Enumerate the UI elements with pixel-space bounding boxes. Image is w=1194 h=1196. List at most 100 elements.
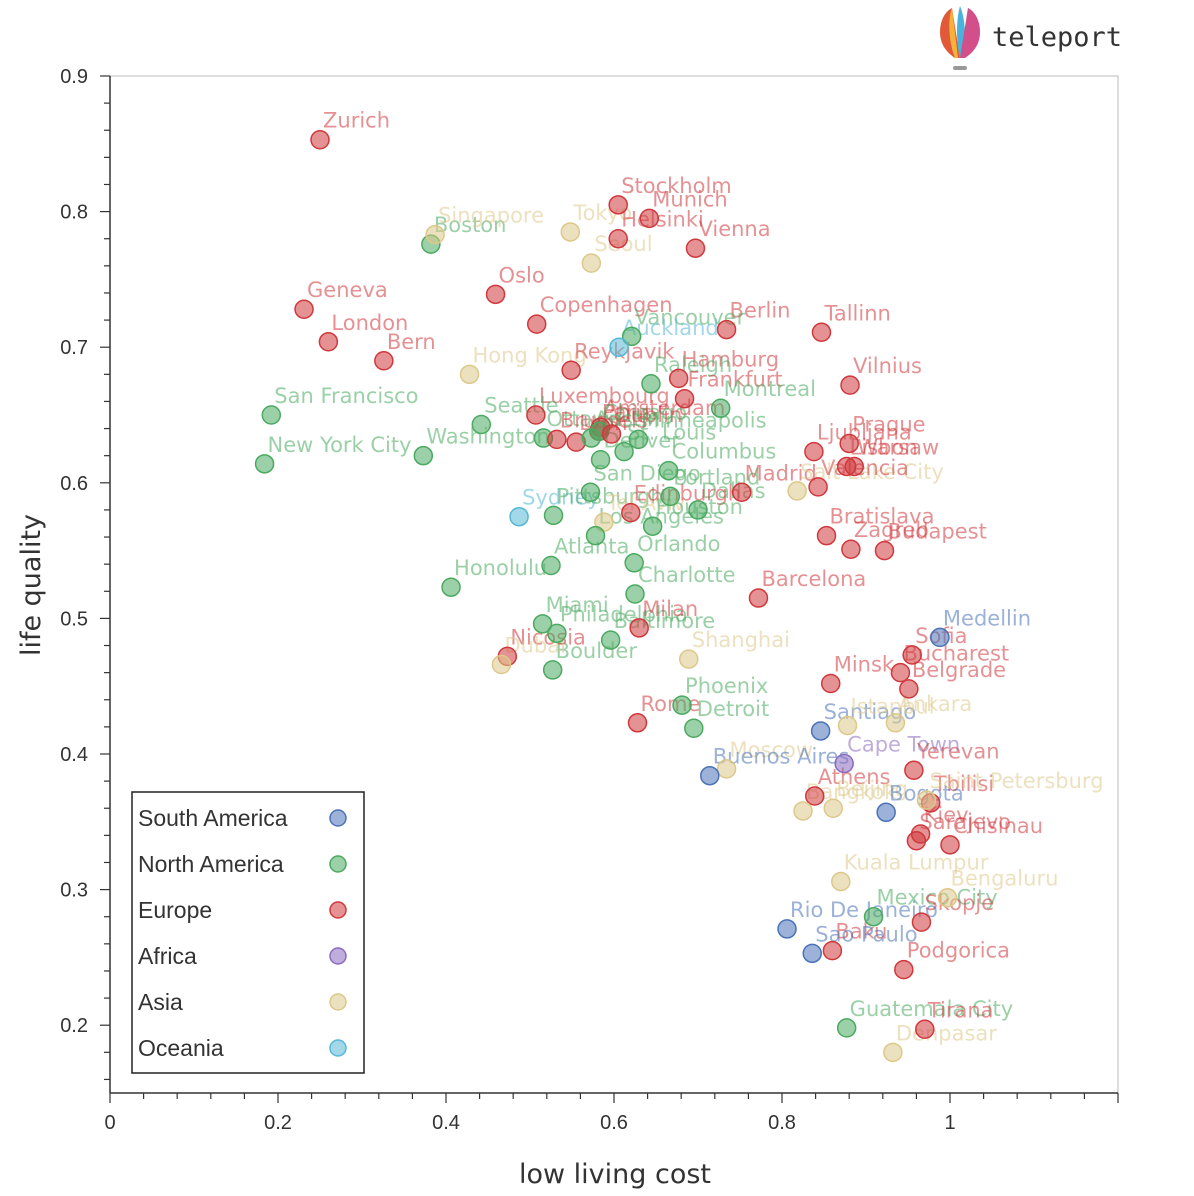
data-point <box>532 614 553 634</box>
point-label: Zagreb <box>854 518 929 542</box>
point-label: Stockholm <box>621 174 732 198</box>
data-points <box>254 129 960 1063</box>
data-point <box>600 630 621 650</box>
data-point <box>459 364 480 385</box>
data-point <box>731 482 752 503</box>
data-point <box>628 429 649 450</box>
point-label: Pittsburgh <box>557 484 664 508</box>
data-point <box>748 588 769 608</box>
point-label: Honolulu <box>454 556 547 580</box>
data-point <box>883 1042 903 1063</box>
data-point <box>621 502 641 523</box>
x-tick-label: 0.4 <box>432 1112 460 1134</box>
data-point <box>621 326 642 347</box>
y-axis-title: life quality <box>16 514 47 656</box>
x-tick-label: 0.6 <box>600 1112 628 1134</box>
data-point <box>710 398 731 418</box>
y-tick-label: 0.7 <box>60 337 88 359</box>
point-label: Milan <box>642 597 698 621</box>
data-point <box>876 802 896 823</box>
data-point <box>547 623 567 644</box>
point-label: Barcelona <box>761 567 866 591</box>
data-point <box>716 319 737 340</box>
data-point <box>590 449 611 470</box>
data-point <box>915 1019 935 1040</box>
data-point <box>816 525 837 546</box>
point-label: Kuala Lumpur <box>844 850 989 874</box>
data-point <box>937 887 958 908</box>
legend-marker <box>329 1039 347 1057</box>
point-label: Hamburg <box>682 347 779 371</box>
point-label: Phoenix <box>685 674 768 698</box>
data-point <box>906 831 927 851</box>
data-point <box>581 253 602 273</box>
point-label: Berlin <box>730 299 791 323</box>
point-label: Boulder <box>556 639 638 663</box>
data-point <box>614 441 634 462</box>
data-point <box>805 786 825 806</box>
point-label: Prague <box>852 412 925 436</box>
point-label: Amsterdam <box>604 396 726 420</box>
legend-marker <box>329 855 347 873</box>
y-tick-label: 0.3 <box>60 880 88 902</box>
point-label: San Francisco <box>274 384 418 408</box>
point-label: Tallinn <box>823 301 890 325</box>
point-label: Bengaluru <box>950 867 1058 891</box>
data-point <box>836 456 857 477</box>
brand-logo: teleport <box>940 6 1122 70</box>
point-label: Madrid <box>745 461 817 485</box>
legend-label: Oceania <box>138 1035 224 1061</box>
data-point <box>526 405 546 425</box>
point-label: Bratislava <box>830 505 935 529</box>
y-tick-label: 0.6 <box>60 473 88 495</box>
brand-name: teleport <box>992 22 1122 53</box>
point-label: Edinburgh <box>634 482 741 506</box>
legend-marker <box>329 993 347 1011</box>
data-point <box>641 374 661 394</box>
data-point <box>885 713 906 733</box>
point-label: Paris <box>602 400 652 424</box>
data-point <box>890 662 911 683</box>
data-point <box>261 405 282 425</box>
data-point <box>831 871 851 892</box>
data-point <box>684 718 704 738</box>
point-label: Guatemala City <box>850 997 1013 1021</box>
point-label: Singapore <box>438 204 544 228</box>
point-label: Buenos Aires <box>713 745 850 769</box>
data-point <box>609 337 629 357</box>
data-point <box>874 540 895 561</box>
data-point <box>608 228 628 249</box>
data-point <box>660 486 681 507</box>
data-point <box>840 375 860 395</box>
point-label: Belgrade <box>912 658 1006 682</box>
balloon-logo-icon <box>940 6 980 70</box>
data-point <box>543 505 564 526</box>
point-label: Detroit <box>697 697 769 721</box>
point-label: Montreal <box>724 377 816 401</box>
data-point <box>777 919 797 939</box>
y-tick-label: 0.8 <box>60 202 88 224</box>
point-label: Denpasar <box>896 1021 997 1045</box>
data-point <box>685 238 706 258</box>
point-label: Tirana <box>927 998 994 1022</box>
data-point <box>639 208 660 229</box>
data-point <box>802 943 822 964</box>
data-point <box>608 195 628 215</box>
data-point <box>902 645 922 665</box>
data-point <box>624 553 644 573</box>
axes: 0 0.2 0.4 0.6 0.8 1 0.2 0.3 0.4 0.5 0.6 0.7 0.8 0.9 <box>60 66 1119 1134</box>
x-tick-label: 0.2 <box>264 1112 292 1134</box>
point-label: Frankfurt <box>688 368 783 392</box>
data-point <box>627 713 648 733</box>
data-point <box>940 835 960 855</box>
point-label: Budapest <box>887 520 986 544</box>
data-point <box>254 454 275 474</box>
point-label: Beijing <box>836 777 907 801</box>
data-point <box>547 429 567 450</box>
point-label: Geneva <box>307 278 388 302</box>
data-point <box>485 284 506 305</box>
point-label: Seattle <box>484 393 558 417</box>
point-label: Tbilisi <box>933 772 994 796</box>
